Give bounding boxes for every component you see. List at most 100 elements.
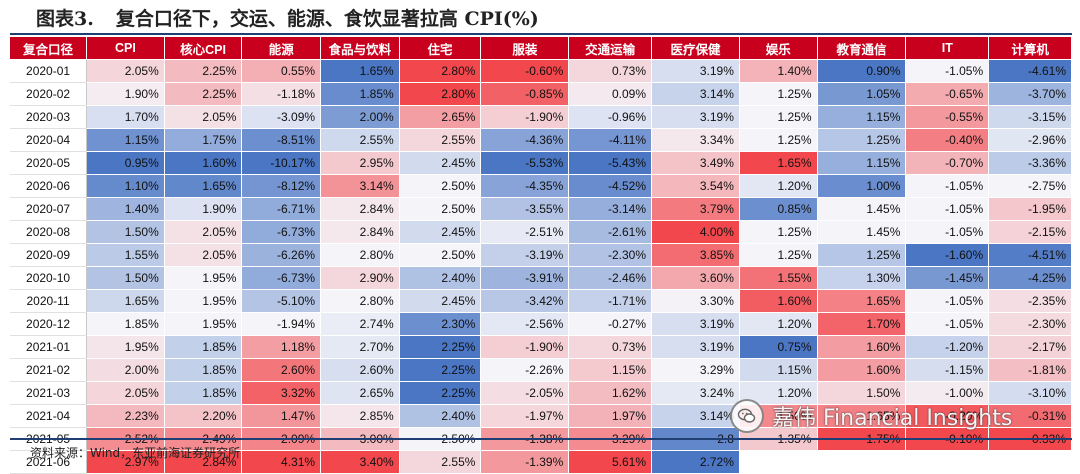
value-cell: 1.40% [739,59,818,83]
date-cell: 2020-04 [10,128,88,152]
value-cell: -1.05% [905,312,990,336]
value-cell: 1.10% [86,174,165,198]
value-cell: 3.49% [651,151,740,175]
value-cell: 1.85% [86,312,165,336]
value-cell: 2.45% [399,289,482,313]
value-cell: 2.00% [86,358,165,382]
table-row: 2021-03 2.05% 1.85% 3.32% 2.65% 2.25% -2.05% 1.… [10,381,1072,405]
value-cell: 2.40% [399,404,482,428]
value-cell: -2.96% [988,128,1072,152]
value-cell: 1.90% [86,82,165,106]
column-header: 教育通信 [817,37,907,60]
value-cell [905,450,990,474]
value-cell: -5.53% [480,151,570,175]
value-cell: 1.70% [86,105,165,129]
value-cell: 1.60% [164,151,243,175]
value-cell: -0.65% [905,82,990,106]
column-header: 娱乐 [739,37,818,60]
value-cell: -4.61% [988,59,1072,83]
value-cell: 1.60% [739,289,818,313]
value-cell: 2.55% [399,128,482,152]
value-cell: -1.94% [241,312,322,336]
date-cell: 2020-09 [10,243,88,267]
watermark-text: 嘉伟 Financial Insights [772,406,1013,431]
value-cell: 2.80% [320,243,400,267]
value-cell: -0.55% [905,105,990,129]
value-cell: 1.15% [739,358,818,382]
value-cell: -2.30% [988,312,1072,336]
value-cell: 1.25% [739,220,818,244]
column-header: 复合口径 [10,37,88,60]
value-cell: 2.45% [399,151,482,175]
value-cell: -3.15% [988,105,1072,129]
value-cell: 2.80% [320,289,400,313]
value-cell: -1.05% [905,174,990,198]
value-cell: 0.09% [568,82,653,106]
value-cell: -1.45% [905,266,990,290]
table-row: 2021-052.52%2.49%2.09%3.00%2.50%-1.38%3.… [10,427,1072,451]
value-cell: 2.55% [320,128,400,152]
cpi-table: 复合口径 CPI 核心CPI 能源 食品与饮料 住宅 服装 交通运输 医疗保健 娱乐 教育通信 IT 计… [10,37,1072,474]
table-row: 2020-09 1.55% 2.05% -6.26% 2.80% 2.50% -3.19% -… [10,243,1072,267]
column-header: 服装 [480,37,570,60]
value-cell: -2.75% [988,174,1072,198]
value-cell: 1.25% [817,128,907,152]
value-cell: 1.05% [817,82,907,106]
value-cell: 1.18% [241,335,322,359]
value-cell: -4.11% [568,128,653,152]
value-cell: 2.74% [320,312,400,336]
value-cell: 3.40% [320,450,400,474]
value-cell: -4.35% [480,174,570,198]
value-cell: -3.14% [568,197,653,221]
value-cell: 2.90% [320,266,400,290]
value-cell: 4.31% [241,450,322,474]
value-cell: 2.50% [399,197,482,221]
value-cell: 3.14% [651,404,740,428]
date-cell: 2021-04 [10,404,88,428]
value-cell: 3.60% [651,266,740,290]
value-cell [817,450,907,474]
value-cell: -10.17% [241,151,322,175]
value-cell: 1.25% [739,82,818,106]
value-cell: -0.85% [480,82,570,106]
value-cell: -2.15% [988,220,1072,244]
value-cell: 2.40% [399,266,482,290]
value-cell: -1.05% [905,289,990,313]
value-cell: 1.75% [164,128,243,152]
value-cell: 1.25% [739,243,818,267]
value-cell: 1.65% [817,404,907,428]
value-cell: 0.75% [739,335,818,359]
value-cell: 2.50% [399,243,482,267]
value-cell: -1.15% [905,358,990,382]
value-cell: 1.47% [241,404,322,428]
value-cell: 2.95% [320,151,400,175]
value-cell: 5.61% [568,450,653,474]
value-cell: -1.95% [988,197,1072,221]
table-header-row: 复合口径 CPI 核心CPI 能源 食品与饮料 住宅 服装 交通运输 医疗保健 娱乐 教育通信 IT 计… [10,37,1072,60]
figure-title: 图表3. 复合口径下，交运、能源、食饮显著拉高 CPI(%) [30,6,539,32]
value-cell: -1.97% [480,404,570,428]
value-cell: 3.24% [651,381,740,405]
table-row: 2020-03 1.70% 2.05% -3.09% 2.00% 2.65% -1.90% -… [10,105,1072,129]
value-cell: -6.73% [241,266,322,290]
date-cell: 2020-10 [10,266,88,290]
value-cell: -1.90% [480,105,570,129]
column-header: 计算机 [988,37,1072,60]
column-header: CPI [86,37,165,60]
value-cell: -0.20% [905,404,990,428]
column-header: 食品与饮料 [320,37,400,60]
value-cell: -8.51% [241,128,322,152]
value-cell: -1.20% [905,335,990,359]
value-cell: 1.70% [817,312,907,336]
date-cell: 2020-02 [10,82,88,106]
value-cell: 3.19% [651,59,740,83]
value-cell: 1.62% [568,381,653,405]
value-cell: -0.60% [480,59,570,83]
value-cell: 2.60% [320,358,400,382]
value-cell: 1.50% [817,381,907,405]
value-cell: 1.15% [86,128,165,152]
value-cell: -4.51% [988,243,1072,267]
table-row: 2020-11 1.65% 1.95% -5.10% 2.80% 2.45% -3.42% -… [10,289,1072,313]
date-cell: 2021-01 [10,335,88,359]
date-cell: 2020-11 [10,289,88,313]
